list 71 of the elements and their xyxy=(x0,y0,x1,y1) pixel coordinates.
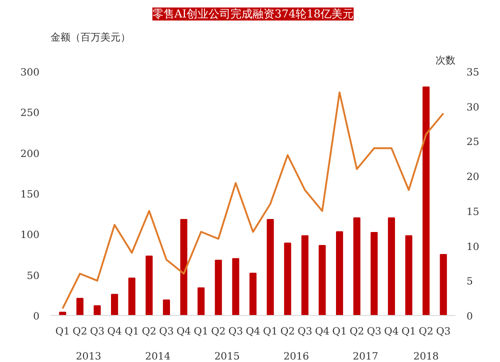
x-tick-label: Q3 xyxy=(298,326,312,338)
x-tick-label: Q4 xyxy=(314,326,330,338)
x-tick-label: Q1 xyxy=(124,326,140,338)
x-tick-label: Q1 xyxy=(401,326,416,338)
bar xyxy=(111,294,118,316)
x-tick-label: Q2 xyxy=(350,326,364,338)
bar xyxy=(440,254,447,316)
bar xyxy=(388,217,395,316)
bar xyxy=(162,300,170,316)
y-tick-label: 200 xyxy=(20,148,40,160)
x-tick-label: Q2 xyxy=(142,326,156,338)
bar xyxy=(59,312,66,316)
bar xyxy=(94,305,101,316)
y2-tick-label: 5 xyxy=(466,276,473,288)
x-tick-label: Q2 xyxy=(211,326,226,338)
text: 2017 xyxy=(352,352,378,362)
text: 2014 xyxy=(145,352,171,362)
x-tick-label: Q3 xyxy=(366,326,382,338)
x-tick-label: Q3 xyxy=(436,326,451,338)
bar xyxy=(318,245,326,316)
x-tick-label: Q3 xyxy=(90,326,105,338)
bar xyxy=(214,260,222,316)
bar xyxy=(370,232,378,316)
y2-tick-label: 25 xyxy=(466,137,480,148)
y-tick-label: 100 xyxy=(20,230,40,242)
x-tick-label: Q1 xyxy=(55,326,70,338)
y-tick-label: 250 xyxy=(20,108,40,120)
text: 2018 xyxy=(413,352,439,362)
bar xyxy=(128,278,136,316)
x-tick-label: Q1 xyxy=(332,326,347,338)
text: 2013 xyxy=(76,352,102,362)
x-tick-label: Q4 xyxy=(246,326,260,338)
x-tick-label: Q1 xyxy=(263,326,278,338)
bar xyxy=(284,242,292,316)
x-tick-label: Q2 xyxy=(280,326,295,338)
bar xyxy=(76,298,84,316)
y2-tick-label: 30 xyxy=(466,102,480,114)
bar xyxy=(353,217,360,316)
chart-title: 零售AI创业公司完成融资374轮18亿美元 xyxy=(152,8,354,20)
x-tick-label: Q4 xyxy=(384,326,399,338)
bar xyxy=(422,86,430,316)
bar xyxy=(249,272,257,316)
y2-tick-label: 15 xyxy=(466,206,480,218)
y-tick-label: 150 xyxy=(20,190,40,200)
bar xyxy=(146,256,153,316)
bar xyxy=(266,219,274,316)
text: 2016 xyxy=(284,352,309,362)
x-tick-label: Q3 xyxy=(159,326,174,338)
x-tick-label: Q1 xyxy=(194,326,208,338)
y-axis-title: 金额（百万美元） xyxy=(50,32,130,44)
bar xyxy=(198,287,205,316)
y2-tick-label: 35 xyxy=(466,68,480,78)
y2-axis-title: 次数 xyxy=(436,56,456,66)
y-tick-label: 50 xyxy=(26,270,40,282)
text: 2015 xyxy=(214,352,240,362)
y-tick-label: 300 xyxy=(20,68,40,78)
bar xyxy=(232,258,240,316)
x-tick-label: Q2 xyxy=(72,326,88,338)
x-tick-label: Q4 xyxy=(176,326,192,338)
y-tick-label: 0 xyxy=(33,312,40,322)
bar xyxy=(301,235,308,316)
y2-tick-label: 20 xyxy=(466,172,480,184)
bar xyxy=(405,235,412,316)
x-tick-label: Q2 xyxy=(418,326,434,338)
y2-tick-label: 10 xyxy=(466,242,480,253)
bar xyxy=(180,219,188,316)
y2-tick-label: 0 xyxy=(466,312,473,322)
line-series xyxy=(62,92,444,310)
x-tick-label: Q3 xyxy=(228,326,243,338)
bar xyxy=(336,231,344,316)
x-tick-label: Q4 xyxy=(107,326,122,338)
